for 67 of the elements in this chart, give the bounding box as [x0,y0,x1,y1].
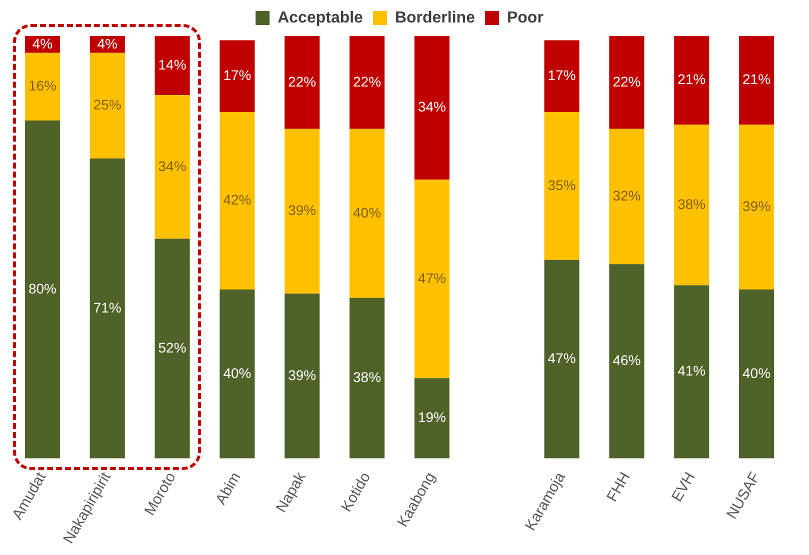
data-label: 40% [742,364,771,381]
data-label: 17% [223,66,252,83]
data-label: 40% [223,364,252,381]
data-label: 22% [353,73,382,90]
bar [674,36,710,125]
bar [220,40,255,112]
data-label: 41% [678,362,706,379]
legend-label: Acceptable [278,9,364,26]
data-label: 35% [548,176,576,193]
data-label: 19% [418,409,446,426]
bar [609,128,644,264]
legend-label: Poor [506,9,544,26]
bar [739,289,774,458]
data-label: 39% [288,202,316,218]
data-label: 47% [548,350,576,366]
data-label: 34% [158,158,186,174]
bar [674,124,710,286]
bar [350,298,385,458]
data-label: 22% [288,73,316,90]
data-label: 32% [612,187,641,204]
bar [154,36,190,96]
data-label: 38% [678,196,706,212]
bar [414,180,450,378]
data-label: 17% [548,66,576,83]
legend-label: Borderline [394,9,476,26]
data-label: 39% [288,366,316,383]
bar [284,128,320,294]
bar [284,36,320,129]
data-label: 4% [32,35,53,52]
bar [90,158,125,458]
bar [24,52,60,120]
data-label: 52% [158,339,186,356]
data-label: 80% [28,280,56,296]
bar [414,378,450,458]
bar [220,289,255,458]
data-label: 46% [612,352,641,368]
bar [544,260,580,458]
bar [154,95,190,239]
data-label: 22% [612,73,641,90]
bar [154,238,190,458]
bar [609,264,644,458]
data-label: 4% [97,35,118,52]
data-label: 25% [93,96,122,113]
bar [350,36,385,129]
data-label: 39% [742,198,771,214]
data-label: 40% [353,204,382,220]
data-label: 21% [742,71,771,88]
data-label: 34% [418,98,446,115]
bar [739,124,774,290]
bar [739,36,774,125]
data-label: 14% [158,56,186,72]
bar [414,36,450,180]
data-label: 38% [353,369,382,386]
bar [220,112,255,290]
bar [90,52,125,158]
bar [24,120,60,458]
data-label: 71% [93,299,122,316]
bar [544,112,580,260]
data-label: 21% [678,71,706,88]
data-label: 47% [418,270,446,286]
bar [350,128,385,298]
bar [284,294,320,458]
bar [609,36,644,129]
data-label: 16% [28,78,56,94]
bar [544,40,580,112]
bar [674,285,710,458]
data-label: 42% [223,192,252,208]
